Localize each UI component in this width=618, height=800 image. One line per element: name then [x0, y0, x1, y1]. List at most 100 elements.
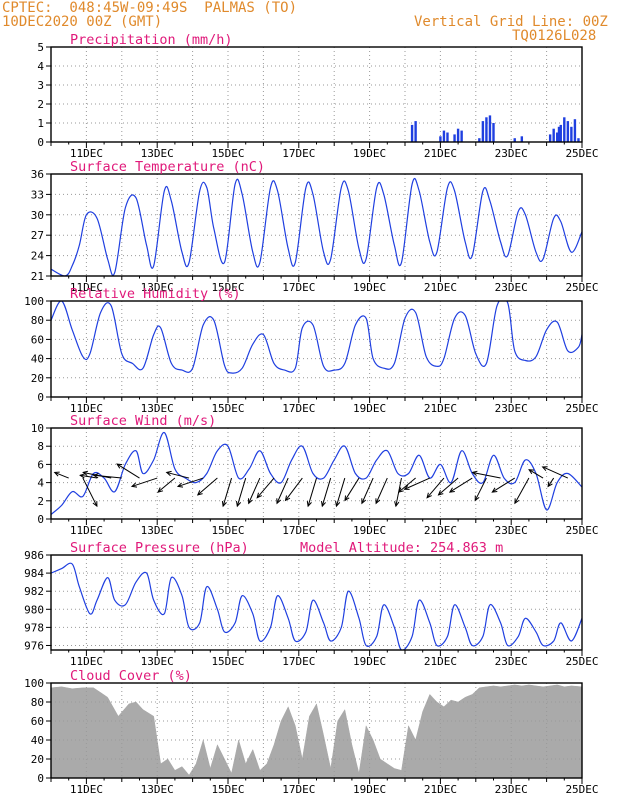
ytick-label: 24: [31, 250, 45, 263]
wind-arrow-head: [116, 463, 123, 469]
wind-arrow: [222, 477, 233, 507]
wind-arrow: [344, 477, 360, 501]
wind-arrow: [375, 477, 388, 504]
ytick-label: 6: [37, 458, 44, 471]
ytick-label: 1: [37, 117, 44, 130]
precip-bar: [410, 124, 414, 142]
precip-bar: [453, 134, 456, 142]
wind-arrow: [404, 477, 430, 490]
wind-arrow: [321, 477, 332, 507]
xtick-label: 21DEC: [424, 402, 457, 415]
wind-arrow-head: [344, 495, 350, 502]
wind-arrow-head: [82, 470, 89, 476]
xtick-label: 25DEC: [565, 147, 598, 160]
ytick-label: 40: [31, 353, 44, 366]
xtick-label: 17DEC: [282, 147, 315, 160]
wind-arrow: [542, 466, 569, 479]
xtick-label: 15DEC: [211, 524, 244, 537]
wind-arrow-head: [157, 487, 164, 493]
xtick-label: 15DEC: [211, 402, 244, 415]
wind-arrow-head: [397, 487, 404, 493]
xtick-label: 17DEC: [282, 783, 315, 796]
ytick-label: 2: [37, 98, 44, 111]
wind-arrow-head: [92, 473, 99, 479]
ytick-label: 0: [37, 772, 44, 785]
ytick-label: 986: [24, 549, 44, 562]
ytick-label: 80: [31, 696, 44, 709]
xtick-label: 17DEC: [282, 402, 315, 415]
wind-arrow: [547, 477, 555, 487]
ytick-label: 980: [24, 603, 44, 616]
wind-arrow: [438, 477, 459, 496]
ytick-label: 40: [31, 734, 44, 747]
xtick-label: 11DEC: [70, 281, 103, 294]
wind-arrow: [361, 477, 374, 504]
precip-bar: [570, 126, 573, 142]
header-location: CPTEC: 048:45W-09:49S PALMAS (TO): [2, 0, 298, 16]
panel-title: Surface Temperature (nC): [70, 159, 265, 175]
precip-bar: [573, 119, 577, 142]
cloud-area: [51, 684, 582, 778]
xtick-label: 15DEC: [211, 281, 244, 294]
ytick-label: 36: [31, 168, 44, 181]
xtick-label: 23DEC: [495, 655, 528, 668]
precip-bar: [513, 138, 516, 142]
xtick-label: 25DEC: [565, 281, 598, 294]
xtick-label: 21DEC: [424, 524, 457, 537]
wind-arrow-head: [474, 495, 480, 502]
ytick-label: 4: [37, 60, 44, 73]
rh-line: [51, 301, 582, 374]
precip-bar: [566, 121, 570, 142]
xtick-label: 21DEC: [424, 281, 457, 294]
precip-bar: [414, 121, 417, 142]
ytick-label: 60: [31, 333, 44, 346]
wind-arrow-head: [196, 490, 203, 496]
wind-arrow: [335, 477, 346, 507]
precip-bar: [439, 136, 442, 142]
header-run-date: 10DEC2020 00Z (GMT): [2, 14, 163, 30]
ytick-label: 30: [31, 209, 44, 222]
wind-arrow: [285, 477, 303, 501]
wind-arrow-head: [92, 501, 98, 508]
xtick-label: 13DEC: [141, 402, 174, 415]
wind-arrow: [236, 477, 247, 507]
wind-arrow-head: [165, 470, 172, 477]
xtick-label: 15DEC: [211, 783, 244, 796]
wind-arrow: [276, 477, 289, 504]
ytick-label: 10: [31, 422, 44, 435]
ytick-label: 8: [37, 440, 44, 453]
panel-precip: [46, 46, 583, 148]
wind-arrow: [474, 477, 487, 501]
xtick-label: 19DEC: [353, 524, 386, 537]
precip-bar: [556, 132, 559, 142]
wind-arrow-head: [236, 501, 242, 508]
precip-bar: [485, 117, 488, 142]
panel-title: Surface Pressure (hPa): [70, 540, 249, 556]
precip-bar: [492, 123, 495, 142]
ytick-label: 0: [37, 513, 44, 526]
header-model-code: TQ0126L028: [512, 28, 597, 44]
wind-arrow-head: [176, 482, 184, 488]
wind-arrow-head: [491, 487, 498, 493]
wind-arrow: [256, 477, 275, 498]
panel-annotation: Model Altitude: 254.863 m: [300, 540, 503, 556]
wind-arrow-head: [321, 501, 326, 508]
panel-rh: [46, 300, 583, 403]
ytick-label: 100: [24, 677, 44, 690]
xtick-label: 23DEC: [495, 147, 528, 160]
wind-arrow: [426, 477, 445, 498]
ytick-label: 984: [24, 567, 44, 580]
xtick-label: 11DEC: [70, 147, 103, 160]
ytick-label: 21: [31, 270, 44, 283]
ytick-label: 20: [31, 372, 44, 385]
xtick-label: 17DEC: [282, 655, 315, 668]
wind-arrow: [157, 477, 176, 493]
xtick-label: 11DEC: [70, 524, 103, 537]
panel-title: Surface Wind (m/s): [70, 413, 216, 429]
xtick-label: 15DEC: [211, 655, 244, 668]
wind-arrow-head: [514, 498, 520, 505]
precip-bar: [442, 130, 446, 142]
wind-arrow: [514, 477, 530, 504]
xtick-label: 19DEC: [353, 281, 386, 294]
